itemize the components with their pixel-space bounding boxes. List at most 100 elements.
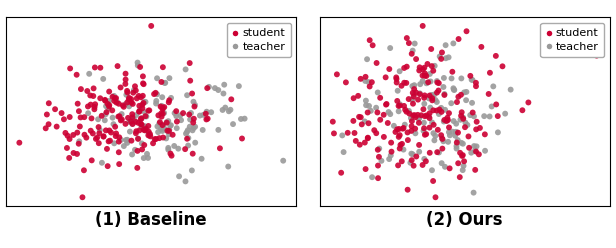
Point (431, 195, 440, 199)
Point (140, 100, 150, 104)
Point (105, 128, 115, 132)
Point (424, 126, 434, 130)
Point (139, 82, 148, 86)
Point (439, 93, 449, 97)
Point (386, 154, 395, 157)
Point (418, 79, 428, 83)
Point (88, 131, 98, 135)
Point (407, 152, 416, 155)
Point (110, 125, 120, 129)
Point (158, 106, 168, 110)
Point (132, 149, 142, 153)
Point (182, 130, 192, 134)
Point (124, 104, 134, 108)
Point (94, 131, 104, 135)
Point (444, 55, 453, 59)
Point (410, 42, 419, 46)
Point (338, 133, 347, 137)
Point (485, 115, 495, 119)
Point (384, 110, 394, 114)
Point (471, 84, 481, 88)
Point (395, 103, 405, 107)
Point (471, 127, 481, 131)
Point (99, 135, 108, 139)
Point (188, 152, 198, 156)
Point (63, 134, 73, 138)
Point (128, 122, 137, 126)
Point (448, 119, 458, 123)
Point (195, 114, 205, 118)
Point (420, 74, 430, 78)
Point (450, 134, 460, 138)
Point (103, 139, 113, 143)
Point (84, 72, 94, 76)
Point (44, 122, 54, 126)
Point (59, 117, 69, 121)
Point (408, 91, 418, 95)
Point (506, 88, 516, 92)
Point (394, 109, 403, 113)
Point (461, 121, 471, 125)
Point (428, 108, 438, 112)
Point (447, 70, 457, 74)
Point (432, 81, 442, 85)
Point (453, 95, 463, 99)
Point (461, 29, 471, 33)
Point (456, 93, 466, 97)
Point (72, 152, 82, 156)
Point (394, 104, 403, 108)
Point (99, 77, 108, 81)
Point (166, 96, 176, 100)
Point (382, 102, 392, 106)
Point (453, 161, 463, 165)
Point (419, 66, 429, 70)
Point (393, 89, 403, 93)
Point (439, 85, 448, 89)
Point (14, 141, 24, 145)
Point (183, 128, 193, 132)
Point (178, 111, 188, 115)
Point (411, 155, 421, 158)
Point (408, 114, 418, 118)
Point (399, 81, 409, 85)
Point (114, 140, 124, 144)
Point (75, 139, 84, 143)
Point (189, 117, 199, 121)
Point (188, 121, 198, 124)
Point (402, 81, 411, 85)
Point (156, 105, 166, 109)
Point (89, 107, 99, 111)
Point (435, 55, 445, 59)
Point (139, 100, 149, 104)
Point (391, 75, 401, 79)
Point (138, 94, 148, 98)
Point (180, 179, 190, 183)
Point (419, 129, 429, 133)
Point (95, 96, 105, 100)
Point (72, 131, 82, 135)
Point (135, 65, 145, 69)
Point (116, 112, 126, 116)
Point (86, 129, 95, 133)
Point (467, 78, 477, 82)
Point (458, 142, 468, 146)
Point (158, 65, 168, 69)
Point (470, 168, 480, 172)
Point (356, 115, 366, 119)
Point (185, 79, 195, 83)
Point (113, 64, 123, 68)
Point (114, 102, 124, 106)
Point (180, 67, 190, 71)
Point (79, 168, 89, 172)
Point (329, 131, 339, 135)
Point (439, 120, 448, 124)
Point (403, 130, 413, 134)
Point (108, 95, 118, 99)
Point (387, 150, 397, 154)
Point (122, 141, 132, 145)
Point (116, 138, 126, 142)
Point (161, 136, 171, 140)
Point (117, 118, 127, 122)
Point (107, 108, 117, 112)
Point (116, 86, 126, 90)
